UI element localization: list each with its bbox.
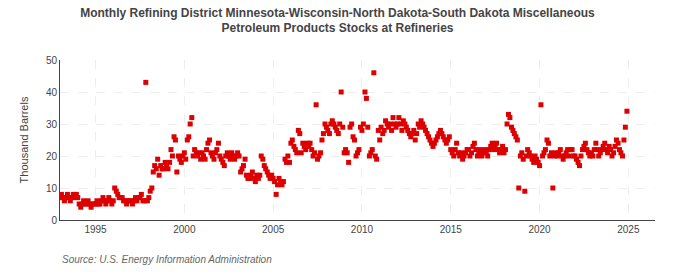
svg-text:2020: 2020 bbox=[528, 224, 551, 235]
svg-text:2025: 2025 bbox=[617, 224, 640, 235]
svg-text:40: 40 bbox=[46, 87, 58, 98]
svg-text:10: 10 bbox=[46, 183, 58, 194]
svg-text:Source: U.S. Energy Informatio: Source: U.S. Energy Information Administ… bbox=[62, 254, 272, 265]
svg-text:50: 50 bbox=[46, 55, 58, 66]
svg-text:20: 20 bbox=[46, 151, 58, 162]
svg-text:30: 30 bbox=[46, 119, 58, 130]
svg-text:2005: 2005 bbox=[262, 224, 285, 235]
svg-text:Monthly Refining District Minn: Monthly Refining District Minnesota-Wisc… bbox=[80, 6, 595, 36]
svg-text:1995: 1995 bbox=[84, 224, 107, 235]
svg-text:2000: 2000 bbox=[173, 224, 196, 235]
svg-text:2015: 2015 bbox=[440, 224, 463, 235]
svg-text:0: 0 bbox=[51, 215, 57, 226]
svg-text:2010: 2010 bbox=[351, 224, 374, 235]
svg-text:Thousand Barrels: Thousand Barrels bbox=[18, 96, 30, 183]
